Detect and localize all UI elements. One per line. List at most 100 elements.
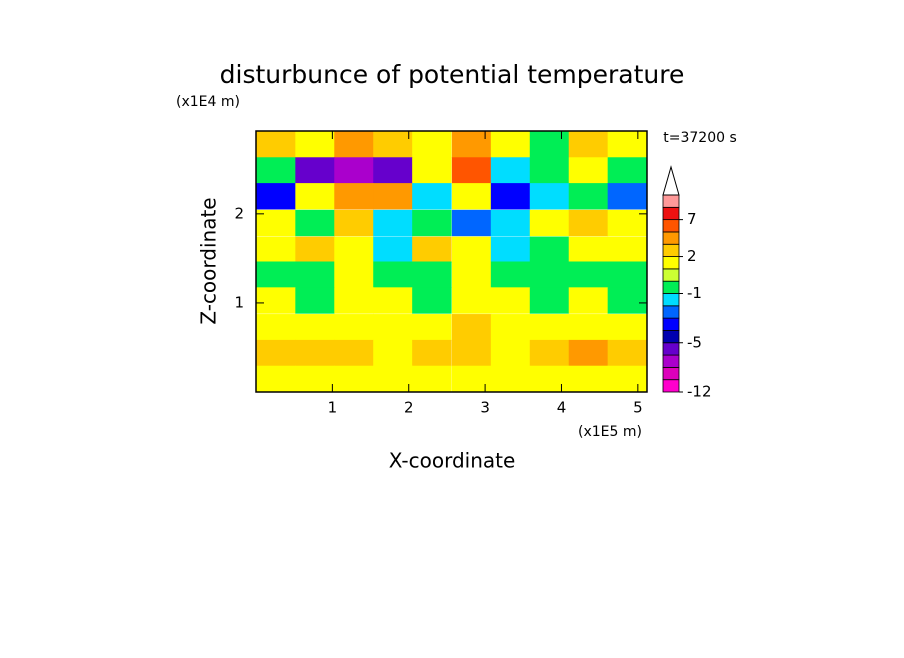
contour-cell — [568, 183, 609, 210]
contour-cell — [334, 157, 374, 184]
contour-cell — [334, 314, 374, 341]
x-tick-label: 1 — [328, 399, 338, 417]
contour-cell — [568, 209, 609, 237]
contour-cell — [412, 157, 452, 184]
colorbar-segment — [662, 268, 680, 282]
contour-cell — [490, 157, 531, 184]
colorbar-arrow — [662, 165, 680, 196]
contour-cell — [451, 157, 492, 184]
contour-cell — [529, 157, 570, 184]
contour-cell — [412, 365, 452, 393]
contour-cell — [451, 183, 492, 210]
time-label: t=37200 s — [663, 130, 737, 146]
contour-cell — [607, 183, 648, 210]
colorbar-segment — [662, 293, 680, 307]
colorbar-segment — [662, 194, 680, 208]
contour-cell — [529, 183, 570, 210]
contour-cell — [373, 314, 413, 341]
colorbar-segment — [662, 330, 680, 344]
y-unit: (x1E4 m) — [176, 94, 240, 110]
colorbar-segment — [662, 219, 680, 233]
colorbar-segment — [662, 243, 680, 257]
contour-cell — [568, 339, 609, 367]
contour-cell — [490, 183, 531, 210]
contour-cell — [607, 131, 648, 158]
colorbar-segment — [662, 256, 680, 270]
colorbar-segment — [662, 366, 680, 381]
contour-cell — [412, 287, 452, 314]
contour-cell — [607, 287, 648, 314]
contour-cell — [373, 339, 413, 367]
contour-cell — [256, 261, 296, 288]
contour-cell — [295, 183, 335, 210]
contour-cell — [607, 365, 648, 393]
contour-cell — [334, 183, 374, 210]
contour-cell — [412, 261, 452, 288]
colorbar-tick-label: -5 — [687, 333, 702, 351]
contour-cell — [256, 157, 296, 184]
contour-cell — [412, 209, 452, 237]
contour-cell — [529, 339, 570, 367]
contour-cell — [529, 314, 570, 341]
colorbar-tick-label: 7 — [687, 210, 697, 228]
contour-cell — [373, 157, 413, 184]
contour-cell — [295, 236, 335, 263]
contour-cell — [334, 261, 374, 288]
contour-cell — [373, 209, 413, 237]
contour-cell — [256, 236, 296, 263]
contour-cell — [451, 314, 492, 341]
y-axis-label: Z-coordinate — [197, 197, 221, 324]
contour-cell — [334, 131, 374, 158]
contour-cell — [529, 261, 570, 288]
x-tick-label: 5 — [633, 399, 643, 417]
contour-cell — [529, 131, 570, 158]
contour-cell — [490, 314, 531, 341]
contour-cell — [568, 157, 609, 184]
contour-cell — [373, 131, 413, 158]
contour-cell — [256, 339, 296, 367]
contour-cell — [568, 131, 609, 158]
contour-cell — [568, 287, 609, 314]
colorbar-segment — [662, 206, 680, 221]
contour-cell — [256, 183, 296, 210]
contour-cell — [529, 236, 570, 263]
contour-cell — [451, 261, 492, 288]
contour-cell — [451, 209, 492, 237]
contour-cell — [529, 209, 570, 237]
contour-cell — [295, 365, 335, 393]
contour-cell — [256, 314, 296, 341]
contour-cell — [490, 287, 531, 314]
contour-cell — [451, 287, 492, 314]
contour-cell — [490, 236, 531, 263]
colorbar-segment — [662, 342, 680, 356]
contour-cell — [295, 131, 335, 158]
colorbar-tick-label: -1 — [687, 284, 702, 302]
contour-cell — [295, 261, 335, 288]
contour-cell — [256, 287, 296, 314]
colorbar-segment — [662, 231, 680, 245]
y-tick-label: 1 — [234, 293, 244, 311]
contour-cell — [334, 339, 374, 367]
contour-cell — [373, 261, 413, 288]
colorbar-segment — [662, 354, 680, 368]
contour-cell — [295, 314, 335, 341]
contour-cell — [490, 209, 531, 237]
x-tick-label: 3 — [480, 399, 490, 417]
contour-cell — [607, 157, 648, 184]
colorbar-segment — [662, 305, 680, 319]
contour-cell — [373, 183, 413, 210]
colorbar-tick-label: -12 — [687, 383, 712, 401]
x-tick-label: 4 — [557, 399, 567, 417]
contour-cell — [412, 131, 452, 158]
contour-cell — [295, 157, 335, 184]
contour-cell — [490, 365, 531, 393]
chart-title: disturbunce of potential temperature — [220, 60, 685, 89]
contour-cell — [568, 365, 609, 393]
contour-cell — [412, 236, 452, 263]
colorbar-tick-label: 2 — [687, 247, 697, 265]
contour-cell — [334, 287, 374, 314]
x-axis-label: X-coordinate — [389, 449, 516, 473]
contour-cell — [373, 365, 413, 393]
contour-cell — [334, 236, 374, 263]
